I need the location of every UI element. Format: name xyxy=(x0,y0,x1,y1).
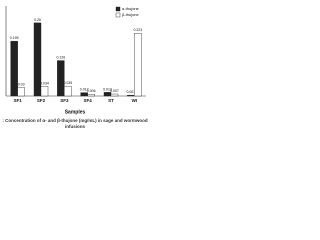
bar xyxy=(10,40,18,97)
legend-swatch xyxy=(115,6,121,12)
data-label: 0.003 xyxy=(126,90,135,94)
data-label: 0.034 xyxy=(40,81,49,85)
legend-label: β-thujone xyxy=(122,12,140,17)
data-label: 0.012 xyxy=(80,88,89,92)
x-tick-label: SF1 xyxy=(14,98,23,103)
data-label: 0.126 xyxy=(56,55,65,59)
legend-swatch xyxy=(115,12,121,18)
bar xyxy=(87,94,95,97)
bar xyxy=(110,93,119,97)
bar xyxy=(127,94,135,97)
bar xyxy=(33,22,42,97)
x-tick-label: ST xyxy=(108,98,114,103)
x-tick-label: SF4 xyxy=(84,98,93,103)
x-tick-label: SF3 xyxy=(60,98,69,103)
x-tick-label: WI xyxy=(132,98,138,103)
bar xyxy=(134,33,142,97)
data-label: 0.013 xyxy=(103,87,112,91)
caption: : Concentration of α- and β-thujone (mg/… xyxy=(2,118,148,129)
chart: Samples : Concentration of α- and β-thuj… xyxy=(2,6,148,129)
data-label: 0.223 xyxy=(133,28,142,32)
x-tick-label: SF2 xyxy=(37,98,46,103)
legend-label: α-thujone xyxy=(122,6,140,11)
data-label: 0.006 xyxy=(87,89,96,93)
data-label: 0.26 xyxy=(34,18,41,22)
bar xyxy=(17,87,25,97)
caption-box: : Concentration of α- and β-thujone (mg/… xyxy=(2,118,148,129)
data-label: 0.195 xyxy=(10,36,19,40)
data-label: 0.007 xyxy=(110,89,119,93)
x-axis-label: Samples xyxy=(65,109,86,115)
bar xyxy=(40,86,49,97)
bar xyxy=(64,85,72,97)
data-label: 0.035 xyxy=(63,81,72,85)
bar xyxy=(57,60,65,97)
data-label: 0.03 xyxy=(18,82,25,86)
